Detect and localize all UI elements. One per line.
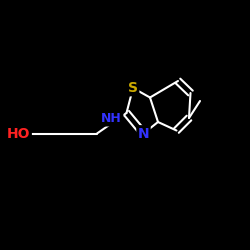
Text: NH: NH — [102, 112, 122, 125]
Text: N: N — [138, 126, 149, 140]
Text: HO: HO — [7, 126, 30, 140]
Text: S: S — [128, 81, 138, 95]
